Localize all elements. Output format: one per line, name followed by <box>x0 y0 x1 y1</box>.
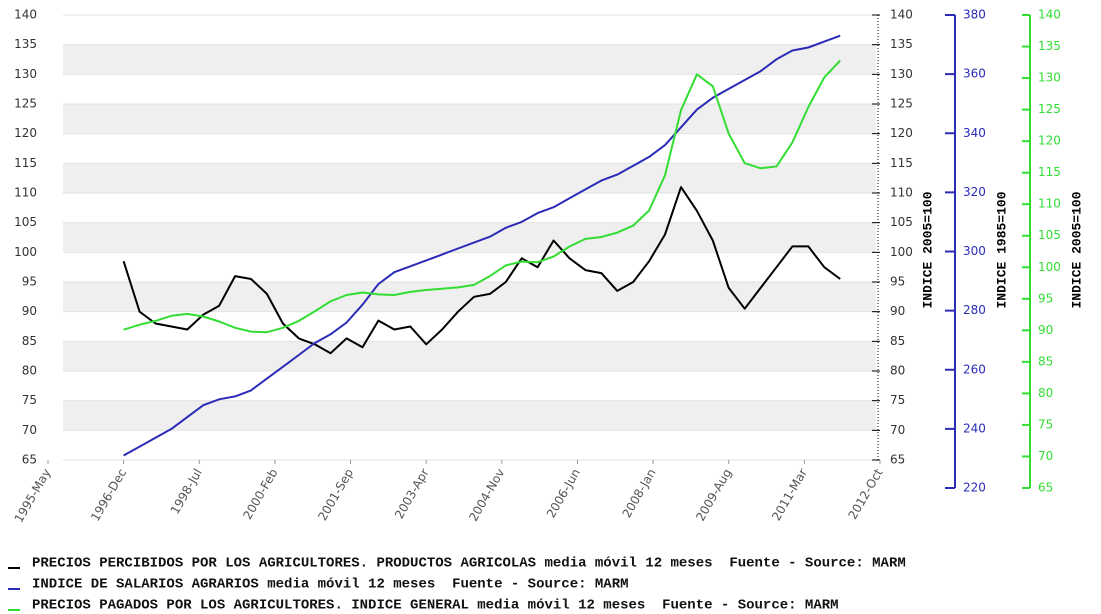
x-tick-label: 2004-Nov <box>466 466 507 523</box>
y-tick-label-right: 115 <box>890 156 913 170</box>
y-tick-label: 120 <box>14 126 37 140</box>
x-tick-label: 1998-Jul <box>168 466 205 516</box>
x-tick-label: 1996-Dec <box>88 466 129 523</box>
y-tick-label: 135 <box>14 37 37 51</box>
y3-tick-label: 80 <box>1038 386 1053 400</box>
x-tick-label: 2008-Jan <box>620 466 659 520</box>
y3-tick-label: 90 <box>1038 323 1053 337</box>
y-tick-label-right: 85 <box>890 334 905 348</box>
y-tick-label-right: 125 <box>890 97 913 111</box>
y3-tick-label: 100 <box>1038 260 1061 274</box>
y2-tick-label: 220 <box>963 481 986 495</box>
series-line <box>123 59 841 334</box>
y-tick-label-right: 105 <box>890 215 913 229</box>
x-tick-label: 2006-Jun <box>544 466 583 520</box>
y-tick-label-right: 110 <box>890 186 913 200</box>
y2-tick-label: 320 <box>963 185 986 199</box>
legend-label: PRECIOS PERCIBIDOS POR LOS AGRICULTORES.… <box>32 556 906 572</box>
y-tick-label-right: 140 <box>890 8 913 22</box>
y-tick-label: 105 <box>14 215 37 229</box>
grid-band <box>63 44 876 75</box>
y-tick-label: 115 <box>14 156 37 170</box>
y-tick-label-right: 90 <box>890 304 905 318</box>
y3-tick-label: 130 <box>1038 71 1061 85</box>
y2-tick-label: 380 <box>963 8 986 22</box>
grid-band <box>63 104 876 134</box>
y-tick-label-right: 95 <box>890 275 905 289</box>
x-tick-label: 2009-Aug <box>693 466 734 523</box>
legend-label: INDICE DE SALARIOS AGRARIOS media móvil … <box>32 577 629 593</box>
axis-title: INDICE 1985=100 <box>994 191 1009 308</box>
y-tick-label-right: 80 <box>890 364 905 378</box>
x-tick-label: 2000-Feb <box>240 466 280 522</box>
y-tick-label: 70 <box>22 423 37 437</box>
y-tick-label-right: 135 <box>890 37 913 51</box>
y3-tick-label: 65 <box>1038 481 1053 495</box>
grid-band <box>63 341 876 371</box>
y-tick-label: 140 <box>14 8 37 22</box>
y2-tick-label: 280 <box>963 303 986 317</box>
axis-title: INDICE 2005=100 <box>920 191 935 308</box>
y3-tick-label: 120 <box>1038 134 1061 148</box>
y3-tick-label: 115 <box>1038 165 1061 179</box>
y-tick-label-right: 130 <box>890 67 913 81</box>
grid-band <box>63 163 876 193</box>
grid-band <box>63 400 876 431</box>
y3-tick-label: 75 <box>1038 417 1053 431</box>
x-tick-label: 2012-Oct <box>846 466 886 522</box>
y3-tick-label: 70 <box>1038 449 1053 463</box>
y-tick-label: 100 <box>14 245 37 259</box>
y-tick-label-right: 100 <box>890 245 913 259</box>
grid-band <box>63 222 876 253</box>
y2-tick-label: 360 <box>963 67 986 81</box>
y-tick-label: 90 <box>22 304 37 318</box>
x-tick-label: 2003-Apr <box>392 466 432 521</box>
axis-title: INDICE 2005=100 <box>1069 191 1084 308</box>
y-tick-label-right: 120 <box>890 126 913 140</box>
y3-tick-label: 85 <box>1038 354 1053 368</box>
y2-tick-label: 340 <box>963 126 986 140</box>
series-line <box>123 34 841 457</box>
y-tick-label: 75 <box>22 393 37 407</box>
y-tick-label-right: 65 <box>890 453 905 467</box>
series-line <box>122 186 841 355</box>
y2-tick-label: 300 <box>963 244 986 258</box>
y-tick-label: 125 <box>14 97 37 111</box>
y2-tick-label: 260 <box>963 362 986 376</box>
y-tick-label: 65 <box>22 453 37 467</box>
y3-tick-label: 110 <box>1038 197 1061 211</box>
y3-tick-label: 140 <box>1038 8 1061 22</box>
y-tick-label-right: 70 <box>890 423 905 437</box>
y-tick-label: 130 <box>14 67 37 81</box>
y-tick-label: 110 <box>14 186 37 200</box>
x-tick-label: 2011-Mar <box>769 466 810 523</box>
y-tick-label: 80 <box>22 364 37 378</box>
legend-label: PRECIOS PAGADOS POR LOS AGRICULTORES. IN… <box>32 598 839 614</box>
y3-tick-label: 105 <box>1038 228 1061 242</box>
y2-tick-label: 240 <box>963 421 986 435</box>
x-tick-label: 2001-Sep <box>315 466 356 523</box>
y3-tick-label: 135 <box>1038 39 1061 53</box>
y3-tick-label: 95 <box>1038 291 1053 305</box>
x-tick-label: 1995-May <box>12 466 54 525</box>
y3-tick-label: 125 <box>1038 102 1061 116</box>
grid-band <box>63 282 876 312</box>
y-tick-label: 95 <box>22 275 37 289</box>
y-tick-label-right: 75 <box>890 393 905 407</box>
y-tick-label: 85 <box>22 334 37 348</box>
